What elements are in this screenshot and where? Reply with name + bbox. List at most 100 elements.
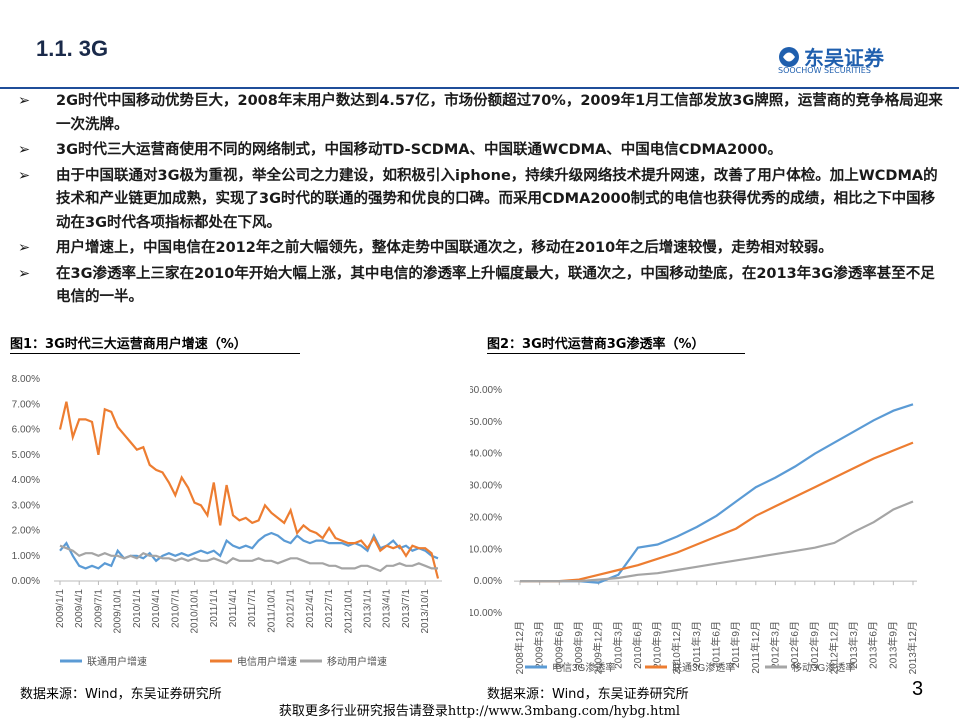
bullet-text: 由于中国联通对3G极为重视，举全公司之力建设，如积极引入iphone，持续升级网… [56, 167, 938, 231]
y-tick-label: 1.00% [12, 551, 40, 562]
bullet-text: 在3G渗透率上三家在2010年开始大幅上涨，其中电信的渗透率上升幅度最大，联通次… [56, 265, 935, 306]
bullet: ➢ 由于中国联通对3G极为重视，举全公司之力建设，如积极引入iphone，持续升级… [18, 165, 943, 236]
y-tick-label: 20.00% [470, 512, 502, 523]
y-tick-label: -10.00% [470, 608, 502, 619]
legend-label: 移动3G渗透率 [792, 661, 855, 674]
x-tick-label: 2010年9月 [651, 621, 664, 669]
y-tick-label: 0.00% [474, 576, 502, 587]
logo-mark [779, 47, 799, 67]
logo: 东吴证券 SOOCHOW SECURITIES [778, 44, 908, 80]
series-line [520, 403, 914, 584]
logo-cn: 东吴证券 [804, 46, 884, 70]
x-tick-label: 2010/10/1 [190, 589, 201, 634]
y-tick-label: 60.00% [470, 385, 502, 396]
x-tick-label: 2013年6月 [867, 621, 880, 669]
x-tick-label: 2013年12月 [906, 621, 919, 674]
source: 数据来源：Wind，东吴证券研究所 [487, 687, 689, 702]
x-tick-label: 2009年9月 [572, 621, 585, 669]
x-tick-label: 2013/10/1 [420, 589, 431, 634]
bullet: ➢ 2G时代中国移动优势巨大，2008年末用户数达到4.57亿，市场份额超过70%… [18, 90, 943, 137]
x-tick-label: 2012/1/1 [286, 589, 297, 628]
source: 数据来源：Wind，东吴证券研究所 [20, 687, 222, 702]
x-tick-label: 2013年9月 [886, 621, 899, 669]
page-number: 3 [912, 678, 924, 700]
x-tick-label: 2012年9月 [808, 621, 821, 669]
x-tick-label: 2011/10/1 [266, 589, 277, 633]
chart: 0.00% 1.00% 2.00% 3.00% 4.00% 5.00% 6.00% 7.00%… [12, 374, 442, 668]
logo-en: SOOCHOW SECURITIES [778, 66, 871, 75]
x-tick-label: 2012/7/1 [324, 589, 335, 628]
x-tick-label: 2013年3月 [847, 621, 860, 669]
x-tick-label: 2010/7/1 [170, 589, 181, 628]
y-tick-label: 30.00% [470, 481, 502, 492]
bullet: ➢ 在3G渗透率上三家在2010年开始大幅上涨，其中电信的渗透率上升幅度最大，联通… [18, 263, 943, 310]
x-tick-label: 2010年12月 [670, 621, 683, 674]
x-tick-label: 2011年3月 [690, 621, 703, 668]
legend-label: 移动用户增速 [327, 655, 387, 668]
series-line [520, 500, 914, 583]
x-tick-label: 2013/4/1 [382, 589, 393, 628]
x-tick-label: 2011年6月 [710, 621, 723, 668]
x-tick-label: 2012年12月 [827, 621, 840, 674]
x-tick-label: 2009/7/1 [93, 589, 104, 628]
series-line [58, 401, 440, 579]
x-tick-label: 2009/10/1 [113, 589, 124, 634]
footer-link: 获取更多行业研究报告请登录http://www.3mbang.com/hybg.… [278, 704, 681, 719]
bullet-list: ➢ 2G时代中国移动优势巨大，2008年末用户数达到4.57亿，市场份额超过70%… [18, 90, 943, 312]
header-rule [0, 87, 959, 89]
x-tick-label: 2010/1/1 [132, 589, 143, 628]
x-tick-label: 2013/7/1 [401, 589, 412, 628]
y-tick-label: 4.00% [12, 475, 40, 486]
legend-label: 联通用户增速 [87, 655, 147, 668]
bullet-marker: ➢ [18, 93, 31, 109]
series-line [59, 544, 438, 573]
y-tick-label: 3.00% [12, 500, 40, 511]
bullet-text: 2G时代中国移动优势巨大，2008年末用户数达到4.57亿，市场份额超过70%，… [56, 93, 943, 133]
series-line [520, 441, 914, 583]
legend-label: 电信用户增速 [237, 655, 297, 668]
y-tick-label: 7.00% [12, 399, 40, 410]
x-tick-label: 2012年6月 [788, 621, 801, 669]
x-tick-label: 2010年3月 [611, 621, 624, 669]
bullet-text: 3G时代三大运营商使用不同的网络制式，中国移动TD-SCDMA、中国联通WCDM… [56, 142, 782, 158]
slide-title: 1.1. 3G [36, 36, 109, 61]
x-tick-label: 2009年3月 [533, 621, 546, 669]
y-tick-label: 40.00% [470, 449, 502, 460]
bullet-marker: ➢ [18, 167, 31, 184]
y-tick-label: 2.00% [12, 526, 40, 537]
x-tick-label: 2013/1/1 [363, 589, 374, 628]
y-tick-label: 10.00% [470, 544, 502, 555]
x-tick-label: 2012/10/1 [343, 589, 354, 634]
x-tick-label: 2009/1/1 [55, 589, 66, 628]
bullet-marker: ➢ [18, 142, 31, 158]
x-tick-label: 2011年12月 [749, 621, 762, 674]
bullet-marker: ➢ [18, 265, 31, 282]
x-tick-label: 2009年6月 [552, 621, 565, 669]
x-tick-label: 2010/4/1 [151, 589, 162, 628]
y-tick-label: 50.00% [470, 417, 502, 428]
x-tick-label: 2011/7/1 [247, 589, 258, 628]
legend-label: 联通3G渗透率 [672, 661, 735, 674]
figure-caption: 图2：3G时代运营商3G渗透率（%） [487, 333, 745, 354]
x-tick-label: 2009/4/1 [74, 589, 85, 628]
legend-label: 电信3G渗透率 [552, 661, 615, 674]
y-tick-label: 5.00% [12, 450, 40, 461]
x-tick-label: 2012/4/1 [305, 589, 316, 628]
x-tick-label: 2011年9月 [729, 621, 742, 668]
bullet-text: 用户增速上，中国电信在2012年之前大幅领先，整体走势中国联通次之，移动在201… [56, 240, 833, 256]
bullet: ➢ 用户增速上，中国电信在2012年之前大幅领先，整体走势中国联通次之，移动在20… [18, 237, 943, 261]
y-tick-label: 0.00% [12, 576, 40, 587]
x-tick-label: 2008年12月 [513, 621, 526, 674]
bullet: ➢ 3G时代三大运营商使用不同的网络制式，中国移动TD-SCDMA、中国联通WCD… [18, 139, 943, 163]
chart: -10.00% 0.00% 10.00% 20.00% 30.00% 40.00% 50.0… [470, 385, 919, 674]
y-tick-label: 6.00% [12, 425, 40, 436]
figure-caption: 图1：3G时代三大运营商用户增速（%） [10, 333, 300, 354]
x-tick-label: 2011/4/1 [228, 589, 239, 628]
y-tick-label: 8.00% [12, 374, 40, 385]
x-tick-label: 2010年6月 [631, 621, 644, 669]
x-tick-label: 2009年12月 [592, 621, 605, 674]
x-tick-label: 2011/1/1 [209, 589, 220, 628]
x-tick-label: 2012年3月 [768, 621, 781, 669]
bullet-marker: ➢ [18, 240, 31, 256]
